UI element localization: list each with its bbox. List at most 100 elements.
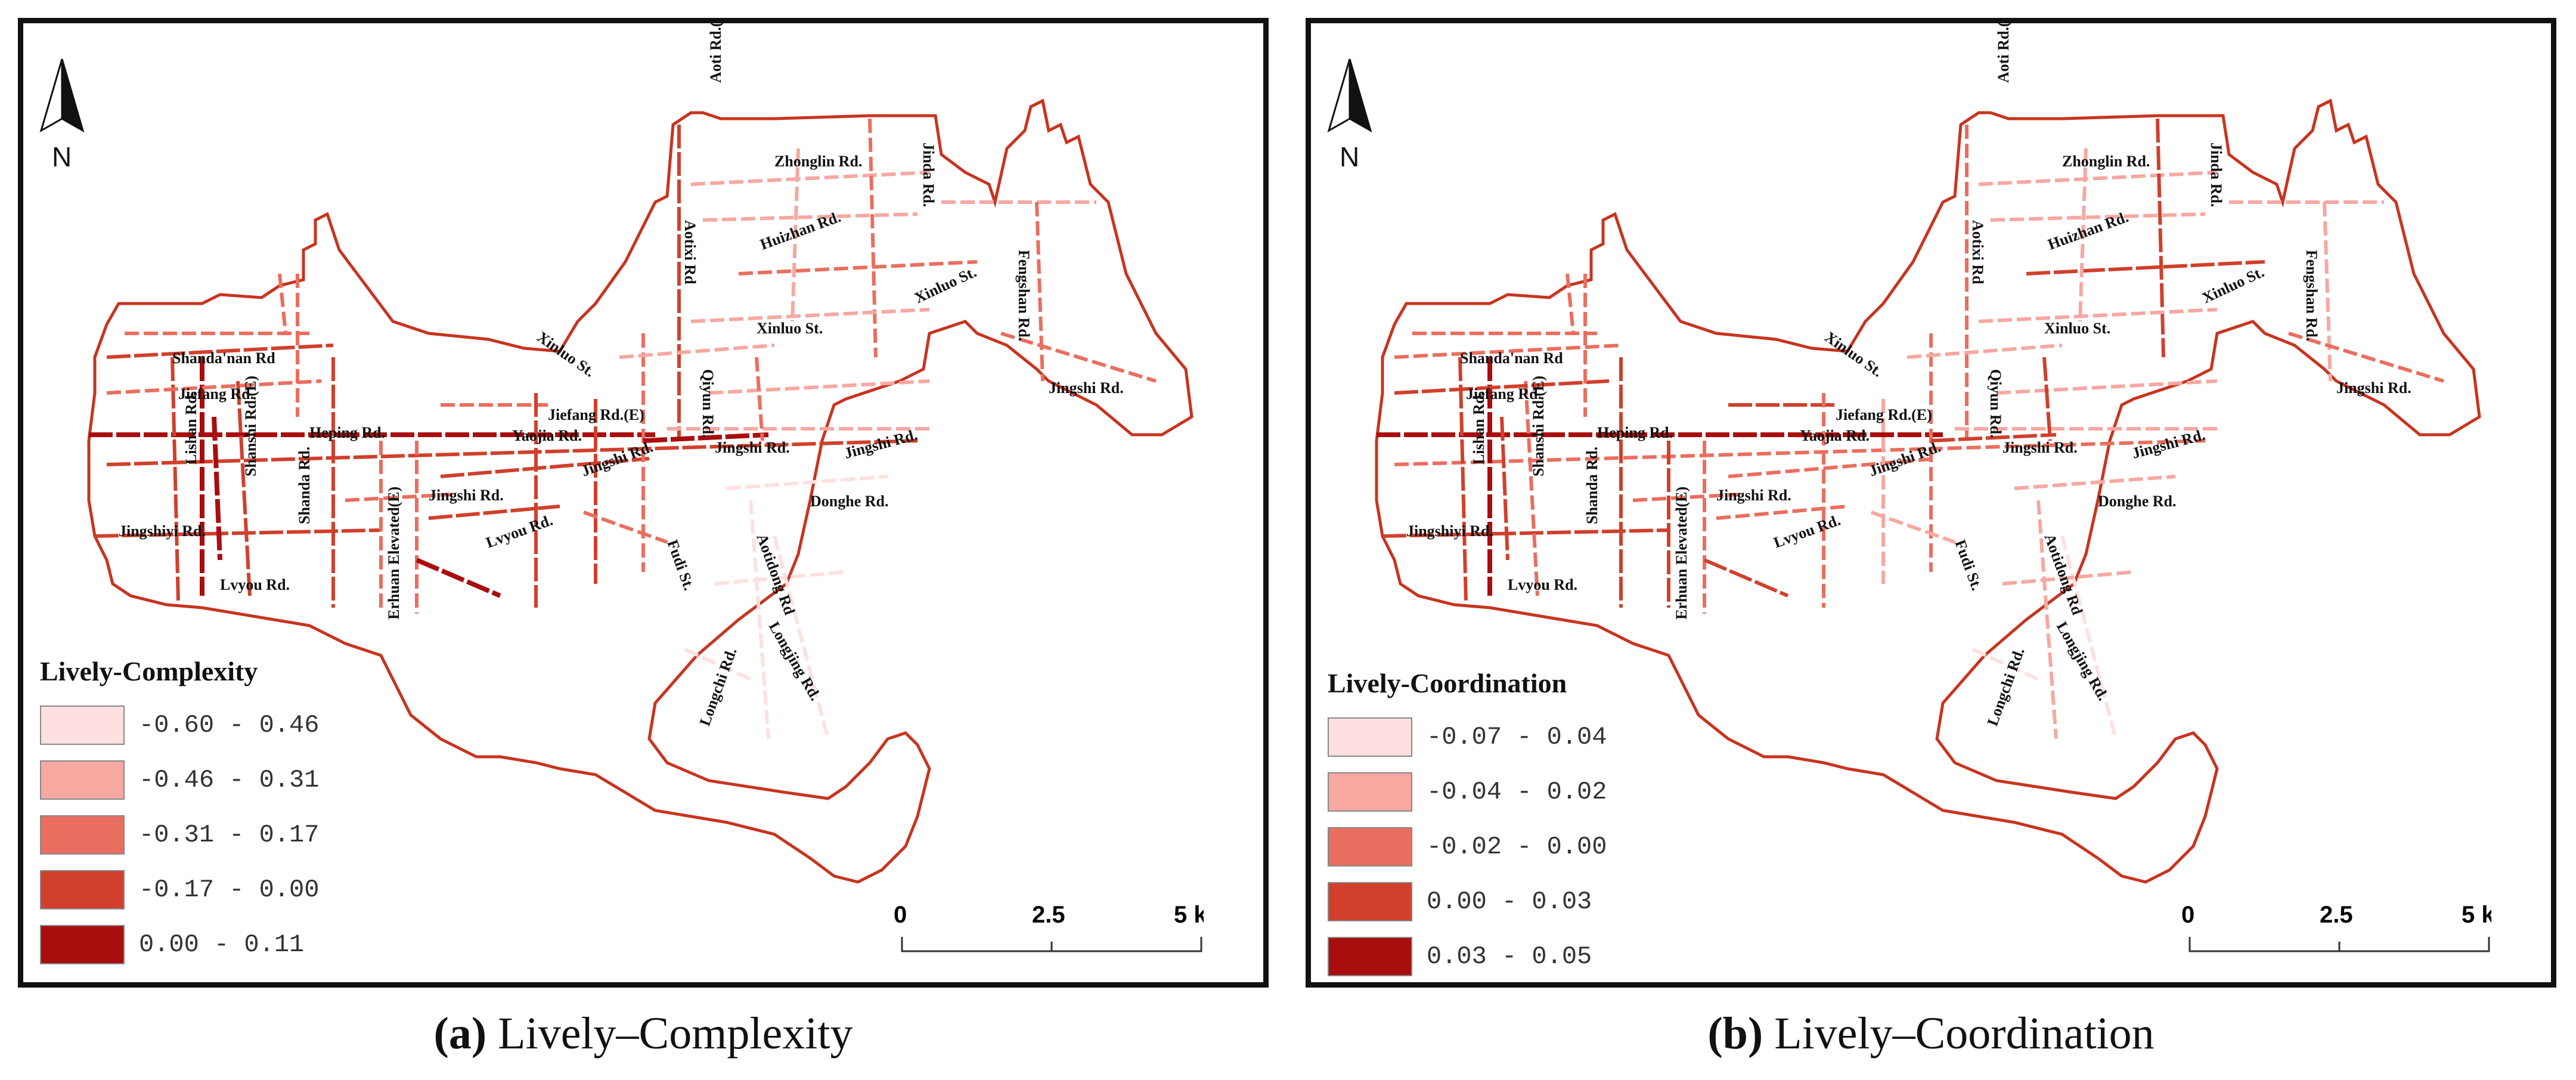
road-segment	[2026, 260, 2265, 276]
road-label: Fengshan Rd.	[1015, 250, 1033, 341]
road-label: Jingshi Rd.	[715, 439, 790, 456]
road-segment	[1907, 344, 2063, 359]
road-segment	[1500, 416, 1509, 561]
road-segment	[1930, 433, 2057, 442]
legend-title: Lively-Coordination	[1328, 668, 1567, 698]
legend: Lively-Complexity -0.60 - 0.46 -0.46 - 0.…	[40, 655, 319, 972]
road-segment	[2036, 500, 2058, 739]
legend-item: -0.46 - 0.31	[40, 753, 319, 807]
road-segment	[690, 308, 930, 323]
legend-label: -0.02 - 0.00	[1427, 833, 1607, 861]
road-segment	[619, 344, 775, 359]
road-label: Donghe Rd.	[2098, 493, 2176, 510]
legend-swatch	[1328, 772, 1412, 812]
road-segment	[1000, 332, 1157, 383]
caption-text: Lively–Coordination	[1763, 1008, 2155, 1059]
road-segment	[1524, 380, 1539, 596]
road-label: Jiefang Rd.	[178, 385, 254, 403]
road-segment	[868, 118, 878, 358]
scale-tick-0: 0	[894, 902, 907, 928]
road-network	[1375, 98, 2481, 884]
road-label: Xinluo St.	[2044, 320, 2110, 337]
north-label: N	[1340, 141, 1359, 172]
road-label: Lvyou Rd.	[220, 576, 290, 593]
road-label: Heping Rd.	[1597, 424, 1673, 441]
legend-label: -0.17 - 0.00	[139, 875, 320, 904]
road-segment	[684, 648, 752, 681]
legend-label: -0.07 - 0.04	[1427, 723, 1607, 751]
road-label: Jiefang Rd.(E)	[548, 406, 644, 423]
road-label: Erhuan Elevated(E)	[1673, 487, 1690, 620]
road-segment	[416, 558, 501, 598]
legend-swatch	[1328, 882, 1412, 921]
road-label: Qiyun Rd.	[1987, 369, 2004, 438]
legend-label: -0.60 - 0.46	[139, 711, 320, 739]
road-segment	[278, 273, 287, 334]
road-label: Jinda Rd.	[2208, 143, 2225, 207]
road-label: Lishan Rd.	[182, 391, 200, 465]
legend-item: -0.17 - 0.00	[40, 862, 319, 917]
road-label: Fudi St.	[1951, 537, 1985, 593]
road-label: Lishan Rd.	[1470, 391, 1487, 465]
road-segment	[2002, 570, 2134, 586]
road-segment	[1996, 379, 2218, 395]
road-segment	[1978, 308, 2218, 323]
legend-item: -0.31 - 0.17	[40, 807, 319, 862]
road-label: Xinluo St.	[534, 328, 599, 380]
road-segment	[1978, 171, 2218, 186]
north-arrow: N	[39, 58, 85, 172]
legend-swatch	[1328, 717, 1412, 757]
scale-tick-0: 0	[2181, 902, 2194, 928]
road-label: Aoti Rd.(M)	[1995, 23, 2012, 83]
road-segment	[2078, 148, 2088, 322]
road-label: Xinluo St.	[1822, 328, 1886, 380]
study-area-boundary	[1375, 98, 2481, 884]
road-label: Jiefang Rd.	[1466, 385, 1542, 403]
road-label: Yaojia Rd.	[1800, 427, 1870, 444]
road-label: Xinluo St.	[757, 320, 823, 337]
scale-tick-1: 2.5	[1032, 902, 1065, 928]
road-label: Qiyun Rd.	[699, 369, 717, 438]
road-label: Lvyou Rd.	[1508, 576, 1577, 593]
road-segment	[1035, 202, 1044, 382]
caption-b: (b) Lively–Coordination	[1306, 1008, 2556, 1060]
scale-tick-1: 2.5	[2320, 902, 2353, 928]
road-segment	[2060, 536, 2118, 739]
road-label: Jinda Rd.	[920, 143, 937, 207]
road-label: Aotixi Rd	[1969, 220, 1986, 284]
road-segment	[171, 357, 180, 602]
road-label: Jingshi Rd.	[2002, 439, 2078, 456]
road-segment	[106, 344, 334, 359]
road-segment	[1971, 648, 2039, 681]
road-segment	[690, 171, 930, 186]
road-label: Jingshi Rd.	[2336, 379, 2411, 397]
road-segment	[2042, 357, 2052, 441]
road-segment	[1458, 357, 1468, 602]
legend-swatch	[40, 760, 125, 800]
road-label: Shanda'nan Rd	[1460, 349, 1563, 367]
scale-tick-2: 5 km	[1174, 902, 1204, 928]
road-label: Shanshi Rd.(E)	[1530, 376, 1547, 476]
road-label: Xinluo St.	[2199, 263, 2267, 307]
legend-label: 0.00 - 0.11	[139, 930, 305, 959]
road-label: Huizhan Rd.	[758, 208, 843, 253]
legend-label: -0.31 - 0.17	[139, 821, 320, 849]
road-segment	[749, 500, 770, 739]
road-label: Jingshiyi Rd.	[1406, 522, 1493, 540]
road-label: Fengshan Rd.	[2303, 250, 2320, 341]
road-segment	[1990, 212, 2206, 222]
road-label: Shanda Rd.	[1583, 447, 1601, 524]
legend-swatch	[40, 815, 125, 855]
road-segment	[1716, 505, 1848, 520]
road-label: Donghe Rd.	[810, 493, 888, 510]
road-label: Heping Rd.	[309, 424, 385, 441]
north-arrow: N	[1327, 58, 1372, 172]
road-segment	[2288, 332, 2444, 383]
legend-label: -0.04 - 0.02	[1427, 778, 1607, 806]
map-panel-a: N Aoti Rd.(M) Zhonglin Rd. Jinda Rd. Aotixi…	[18, 18, 1269, 988]
road-label: Aoti Rd.(M)	[707, 23, 724, 83]
road-labels: Aoti Rd.(M) Zhonglin Rd. Jinda Rd. Aotixi R…	[1406, 23, 2411, 728]
road-segment	[1632, 493, 1741, 502]
map-canvas: N Aoti Rd.(M) Zhonglin Rd. Jinda Rd. Aotixi…	[1327, 23, 2481, 884]
legend-swatch	[1328, 937, 1412, 976]
